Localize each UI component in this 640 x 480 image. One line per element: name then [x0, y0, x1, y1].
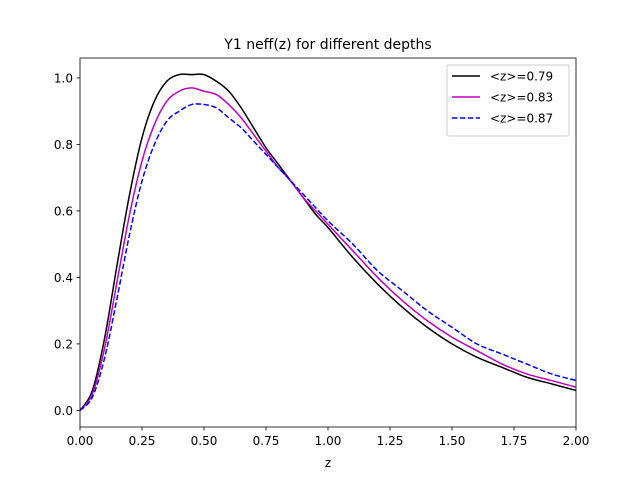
x-tick-label: 0.25 — [129, 434, 156, 448]
series-line-1 — [80, 73, 576, 411]
legend: <z>=0.79 <z>=0.83 <z>=0.87 — [446, 64, 570, 137]
x-tick-label: 0.75 — [253, 434, 280, 448]
y-tick-label: 1.0 — [54, 71, 73, 85]
x-tick-label: 1.00 — [315, 434, 342, 448]
x-tick-label: 1.50 — [439, 434, 466, 448]
x-axis-label: z — [325, 456, 331, 470]
y-tick-label: 0.2 — [54, 337, 73, 351]
x-tick-label: 0.00 — [67, 434, 94, 448]
tick-layer: 0.00 0.25 0.50 0.75 1.00 1.25 1.50 1.75 2.00 0.0 0… — [54, 71, 589, 448]
x-tick-label: 2.00 — [563, 434, 590, 448]
series-line-2 — [80, 87, 576, 411]
chart-title: Y1 neff(z) for different depths — [223, 37, 431, 53]
series-layer — [80, 73, 576, 411]
legend-label-1: <z>=0.79 — [490, 70, 553, 84]
x-tick-label: 0.50 — [191, 434, 218, 448]
legend-label-2: <z>=0.83 — [490, 91, 553, 105]
series-line-3 — [80, 103, 576, 411]
x-tick-label: 1.25 — [377, 434, 404, 448]
legend-label-3: <z>=0.87 — [490, 112, 553, 126]
y-tick-label: 0.0 — [54, 404, 73, 418]
x-tick-label: 1.75 — [501, 434, 528, 448]
y-tick-label: 0.6 — [54, 204, 73, 218]
y-tick-label: 0.4 — [54, 271, 73, 285]
y-tick-label: 0.8 — [54, 138, 73, 152]
